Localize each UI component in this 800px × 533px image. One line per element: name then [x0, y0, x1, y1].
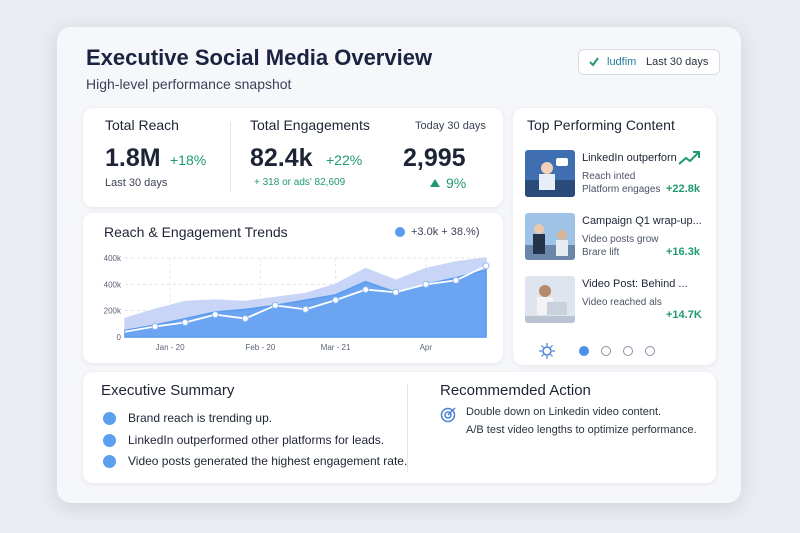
kpi-change: +22% — [326, 152, 363, 168]
item-line: Brare lift — [582, 247, 620, 258]
kpi-label: Total Reach — [105, 117, 179, 133]
period-badge[interactable]: ludfim Last 30 days — [578, 49, 720, 75]
settings-icon[interactable] — [539, 343, 555, 359]
kpi-value: 82.4k — [250, 144, 313, 172]
chart: 0 200k 400k 400k Jan - 20 Feb - 20 Mar - 21 Apr — [104, 254, 490, 352]
point — [241, 315, 249, 323]
summary-item: LinkedIn outperformed other platforms fo… — [128, 432, 385, 447]
item-title[interactable]: Video Post: Behind ... — [582, 278, 688, 290]
x-tick-label: Mar - 21 — [321, 343, 351, 352]
action-title: Recommemded Action — [440, 382, 591, 399]
point — [151, 322, 159, 330]
bottom-card — [83, 372, 716, 483]
point — [211, 311, 219, 319]
kpi-label: Total Engagements — [250, 117, 370, 133]
thumbnail[interactable] — [525, 276, 575, 323]
item-line: Reach inted — [582, 171, 636, 182]
badge-label: ludfim — [607, 56, 637, 68]
check-icon — [589, 57, 599, 67]
kpi-change: 9% — [446, 175, 467, 191]
item-change: +16.3k — [666, 246, 700, 258]
content-title: Top Performing Content — [527, 117, 675, 133]
page-dot[interactable] — [601, 346, 611, 356]
page-dot[interactable] — [579, 346, 589, 356]
point — [422, 280, 430, 288]
page-dot[interactable] — [645, 346, 655, 356]
item-title[interactable]: Campaign Q1 wrap-up... — [582, 215, 702, 227]
y-tick-label: 400k — [104, 254, 122, 263]
point — [332, 296, 340, 304]
y-tick-label: 0 — [117, 333, 122, 342]
point — [452, 276, 460, 284]
summary-item: Brand reach is trending up. — [128, 411, 273, 425]
divider — [230, 122, 231, 192]
legend-label: +3.0k + 38.%) — [411, 226, 480, 238]
thumbnail[interactable] — [525, 150, 575, 197]
item-line: Platform engages — [582, 184, 661, 195]
subtitle: High-level performance snapshot — [86, 76, 292, 92]
target-icon — [440, 407, 456, 423]
action-item: A/B test video lengths to optimize perfo… — [466, 424, 697, 436]
kpi-label: Today 30 days — [415, 120, 486, 132]
x-tick-label: Feb - 20 — [245, 343, 275, 352]
page-dot[interactable] — [623, 346, 633, 356]
item-change: +22.8k — [666, 183, 700, 195]
kpi-note: Last 30 days — [105, 177, 168, 189]
y-tick-label: 400k — [104, 280, 122, 289]
point — [392, 288, 400, 296]
legend-dot — [395, 227, 405, 237]
point — [302, 305, 309, 313]
kpi-change: +18% — [170, 152, 207, 168]
chart-title: Reach & Engagement Trends — [104, 224, 288, 240]
divider — [407, 384, 408, 472]
thumbnail[interactable] — [525, 213, 575, 260]
kpi-card — [83, 108, 503, 207]
y-tick-label: 200k — [104, 307, 122, 316]
kpi-value: 2,995 — [403, 144, 466, 172]
title: Executive Social Media Overview — [86, 45, 433, 70]
x-tick-label: Apr — [420, 343, 433, 352]
item-line: Video reached als — [582, 297, 662, 308]
kpi-value: 1.8M — [105, 144, 161, 172]
point — [271, 301, 279, 309]
bullet — [103, 412, 116, 425]
trend-icon — [678, 151, 700, 165]
point — [181, 319, 189, 327]
point — [362, 286, 370, 294]
bullet — [103, 433, 116, 447]
up-arrow — [430, 179, 440, 187]
action-item: Double down on Linkedin video content. — [466, 406, 662, 418]
summary-title: Executive Summary — [101, 382, 235, 399]
badge-period: Last 30 days — [646, 56, 709, 68]
point — [482, 262, 490, 270]
kpi-note: + 318 or ads' 82,609 — [254, 177, 346, 188]
area — [124, 268, 487, 338]
x-tick-label: Jan - 20 — [156, 343, 185, 352]
item-change: +14.7K — [666, 309, 702, 321]
bullet — [103, 455, 116, 468]
item-title[interactable]: LinkedIn outperforn — [582, 152, 677, 164]
summary-item: Video posts generated the highest engage… — [128, 454, 408, 468]
item-line: Video posts grow — [582, 234, 659, 245]
